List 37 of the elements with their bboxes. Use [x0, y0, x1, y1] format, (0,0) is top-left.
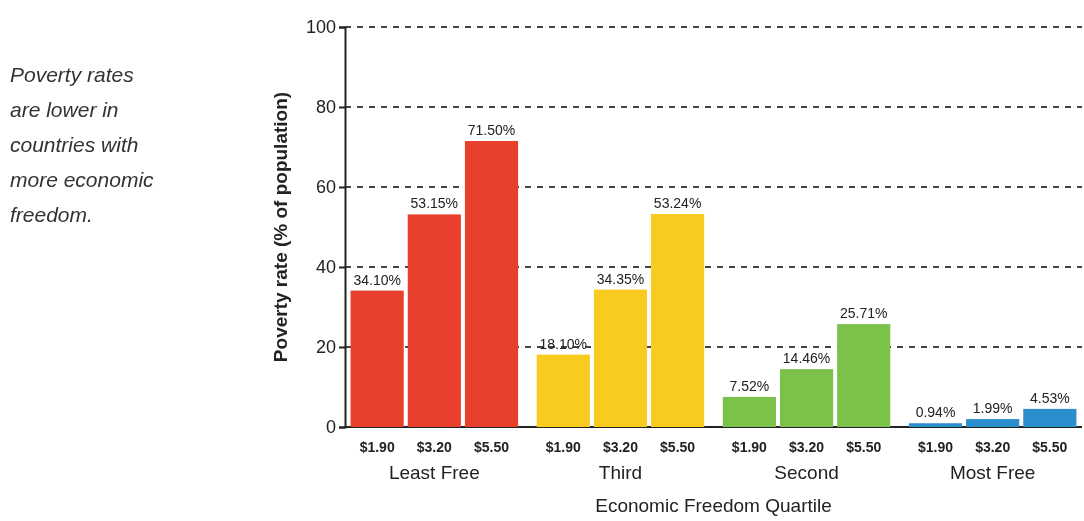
x-tick-label: Second — [774, 462, 839, 483]
x-tick-label: Most Free — [949, 462, 1036, 483]
text: $1.90 — [545, 439, 581, 455]
y-tick-label: 100 — [305, 17, 336, 38]
series-label: $3.20 — [416, 439, 453, 455]
y-axis-title: Poverty rate (% of population) — [270, 91, 291, 363]
text: $1.90 — [731, 439, 767, 455]
y-tick-label: 60 — [315, 177, 336, 198]
series-label: $5.50 — [473, 439, 510, 455]
series-label: $1.90 — [359, 439, 395, 455]
data-label: 1.99% — [972, 400, 1013, 417]
data-label: 71.50% — [467, 122, 516, 138]
y-tick-label: 20 — [315, 337, 336, 358]
data-label: 34.35% — [596, 270, 645, 287]
data-label: 53.24% — [653, 195, 702, 212]
text: $3.20 — [789, 439, 825, 455]
text: $5.50 — [846, 439, 882, 455]
y-tick-label: 80 — [315, 97, 336, 118]
data-label: 14.46% — [782, 350, 831, 367]
data-label: 7.52% — [729, 377, 770, 394]
text: $5.50 — [660, 439, 696, 455]
x-axis-title: Economic Freedom Quartile — [595, 495, 832, 516]
text: $3.20 — [602, 439, 638, 455]
data-label: 34.10% — [353, 271, 401, 288]
y-tick-label: 40 — [315, 257, 336, 278]
data-label: 18.10% — [539, 335, 588, 352]
data-label: 0.94% — [915, 404, 956, 421]
text: $5.50 — [1032, 439, 1068, 455]
x-tick-label: Least Free — [388, 462, 480, 483]
y-tick-label: 0 — [325, 417, 336, 438]
text: Poverty rates are lower in countries with more economic freedom. — [10, 63, 155, 226]
text: $1.90 — [917, 439, 954, 455]
data-label: 25.71% — [839, 305, 888, 322]
data-label: 4.53% — [1029, 389, 1070, 406]
data-label: 53.15% — [410, 195, 459, 212]
text: $3.20 — [975, 439, 1011, 455]
x-tick-label: Third — [598, 462, 643, 483]
